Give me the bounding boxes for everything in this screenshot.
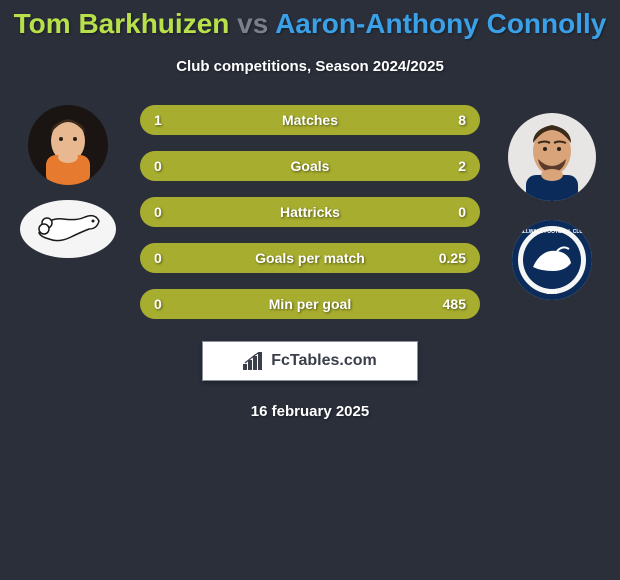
right-column: MILLWALL FOOTBALL CLUB 1885	[502, 113, 602, 301]
player1-avatar	[28, 105, 108, 185]
stat-row: 0Goals per match0.25	[140, 243, 480, 273]
stat-row: 0Min per goal485	[140, 289, 480, 319]
stat-row: 0Hattricks0	[140, 197, 480, 227]
stat-label: Matches	[140, 112, 480, 128]
brand-badge: FcTables.com	[202, 341, 418, 381]
stat-label: Goals per match	[140, 250, 480, 266]
lion-logo-icon: MILLWALL FOOTBALL CLUB 1885	[511, 219, 593, 301]
left-column	[18, 105, 118, 259]
subtitle: Club competitions, Season 2024/2025	[0, 58, 620, 75]
player1-face-icon	[28, 105, 108, 185]
ram-logo-icon	[19, 199, 117, 259]
brand-text: FcTables.com	[271, 352, 377, 370]
stat-row: 0Goals2	[140, 151, 480, 181]
svg-text:1885: 1885	[546, 290, 557, 296]
title-vs: vs	[237, 8, 268, 39]
stat-label: Goals	[140, 158, 480, 174]
report-date: 16 february 2025	[0, 403, 620, 420]
title-player2: Aaron-Anthony Connolly	[275, 8, 606, 39]
stat-label: Min per goal	[140, 296, 480, 312]
stats-list: 1Matches8 0Goals2 0Hattricks0 0Goals per ma…	[140, 105, 480, 319]
stat-row: 1Matches8	[140, 105, 480, 135]
svg-text:MILLWALL FOOTBALL CLUB: MILLWALL FOOTBALL CLUB	[517, 229, 587, 235]
player2-club-logo: MILLWALL FOOTBALL CLUB 1885	[511, 219, 593, 301]
player2-face-icon	[508, 113, 596, 201]
comparison-content: MILLWALL FOOTBALL CLUB 1885 1Matches8 0Go…	[0, 105, 620, 420]
title-player1: Tom Barkhuizen	[14, 8, 230, 39]
player2-avatar	[508, 113, 596, 201]
stat-label: Hattricks	[140, 204, 480, 220]
page-title: Tom Barkhuizen vs Aaron-Anthony Connolly	[0, 0, 620, 40]
player1-club-logo	[19, 199, 117, 259]
bars-icon	[243, 352, 265, 370]
